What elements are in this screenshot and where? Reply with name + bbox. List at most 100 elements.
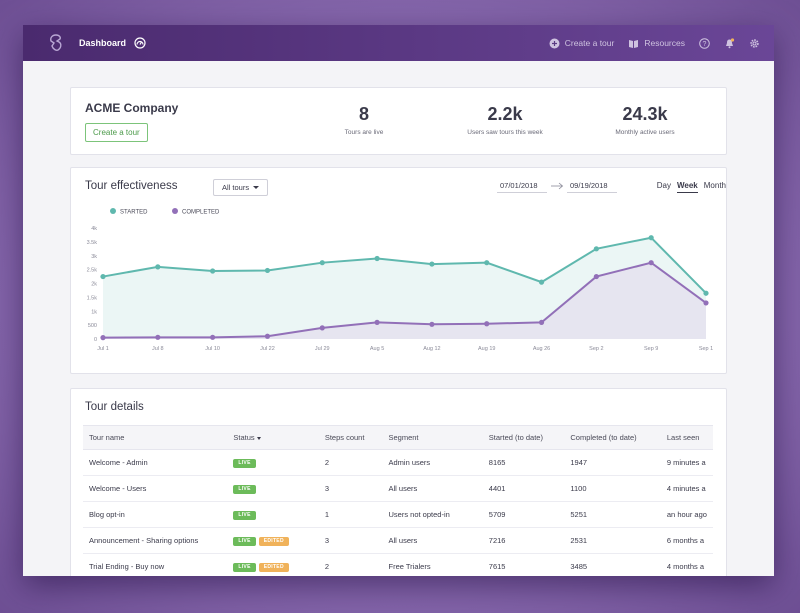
gear-icon[interactable] bbox=[749, 38, 760, 49]
resources-nav-button[interactable]: Resources bbox=[628, 38, 685, 49]
cell-steps: 3 bbox=[318, 475, 383, 502]
date-to-input[interactable]: 09/19/2018 bbox=[567, 179, 617, 193]
x-tick-label: Aug 19 bbox=[478, 346, 495, 352]
y-tick-label: 3.5k bbox=[87, 240, 98, 246]
cell-last-seen: 4 months a bbox=[660, 553, 713, 576]
cell-status: LIVE EDITED bbox=[227, 527, 319, 554]
cell-segment: Admin users bbox=[382, 449, 483, 476]
table-row[interactable]: Announcement - Sharing options LIVE EDITED… bbox=[83, 527, 713, 554]
logo-icon[interactable] bbox=[49, 34, 63, 52]
y-tick-label: 0 bbox=[94, 337, 97, 343]
data-point bbox=[319, 325, 325, 331]
x-tick-label: Jul 8 bbox=[152, 346, 164, 352]
x-tick-label: Jul 1 bbox=[97, 346, 109, 352]
arrow-right-icon bbox=[551, 182, 564, 190]
y-tick-label: 1.5k bbox=[87, 295, 98, 301]
bell-notification-icon[interactable] bbox=[724, 37, 735, 49]
data-point bbox=[100, 335, 106, 341]
book-icon bbox=[629, 39, 639, 48]
data-point bbox=[100, 273, 106, 280]
create-tour-nav-label: Create a tour bbox=[564, 38, 615, 48]
stat-live-tours: 8 Tours are live bbox=[299, 104, 429, 136]
cell-tour-name[interactable]: Announcement - Sharing options bbox=[83, 527, 228, 554]
company-name: ACME Company bbox=[85, 101, 179, 115]
cell-completed: 1100 bbox=[564, 475, 661, 502]
legend-marker bbox=[172, 208, 178, 214]
column-header-last-seen[interactable]: Last seen bbox=[660, 425, 713, 450]
column-header-status[interactable]: Status bbox=[227, 425, 319, 450]
plus-circle-icon bbox=[549, 38, 560, 48]
series-area-completed bbox=[103, 262, 706, 339]
tab-day[interactable]: Day bbox=[656, 181, 671, 190]
data-point bbox=[484, 321, 490, 327]
legend-label: COMPLETED bbox=[182, 210, 220, 216]
cell-tour-name[interactable]: Trial Ending - Buy now bbox=[83, 553, 228, 576]
cell-started: 4401 bbox=[482, 475, 565, 502]
column-header-tour-name[interactable]: Tour name bbox=[83, 425, 228, 450]
cell-segment: All users bbox=[382, 475, 483, 502]
nav-dashboard[interactable]: Dashboard bbox=[79, 38, 127, 48]
section-title: Tour details bbox=[85, 401, 144, 413]
series-line-completed bbox=[102, 261, 707, 339]
column-header-started[interactable]: Started (to date) bbox=[482, 425, 565, 450]
stat-label: Tours are live bbox=[344, 129, 384, 136]
x-tick-label: Aug 12 bbox=[423, 346, 440, 352]
summary-card: ACME Company Create a tour 8 Tours are l… bbox=[70, 87, 727, 155]
data-point bbox=[155, 264, 161, 270]
cell-status: LIVE EDITED bbox=[227, 553, 319, 576]
y-tick-label: 4k bbox=[91, 226, 97, 232]
data-point bbox=[593, 273, 599, 280]
cell-started: 7216 bbox=[482, 527, 565, 554]
cell-tour-name[interactable]: Welcome - Admin bbox=[83, 449, 228, 476]
tour-effectiveness-chart: STARTED COMPLETED 0 500 1k 1.5k 2k 2.5k 3k 3.5k 4k… bbox=[87, 208, 713, 352]
table-row[interactable]: Trial Ending - Buy now LIVE EDITED 2 Free Tr… bbox=[83, 553, 713, 576]
cell-completed: 5251 bbox=[564, 501, 661, 528]
data-point bbox=[264, 267, 271, 274]
main-content: ACME Company Create a tour 8 Tours are l… bbox=[70, 87, 727, 576]
table-row[interactable]: Blog opt-in LIVE 1 Users not opted-in 5709 52… bbox=[83, 501, 713, 528]
live-badge: LIVE bbox=[233, 458, 256, 468]
tours-filter-label: All tours bbox=[222, 183, 250, 192]
x-tick-label: Sep 1 bbox=[699, 346, 713, 352]
cell-started: 8165 bbox=[482, 449, 565, 476]
column-header-completed[interactable]: Completed (to date) bbox=[564, 425, 661, 450]
data-point bbox=[210, 268, 216, 274]
cell-completed: 3485 bbox=[564, 553, 661, 576]
stat-users-saw: 2.2k Users saw tours this week bbox=[440, 104, 570, 136]
table-row[interactable]: Welcome - Users LIVE 3 All users 4401 1100 4 m… bbox=[83, 475, 713, 502]
create-tour-nav-button[interactable]: Create a tour bbox=[549, 38, 615, 49]
live-badge: LIVE bbox=[233, 510, 256, 520]
date-from-input[interactable]: 07/01/2018 bbox=[497, 179, 547, 193]
data-point bbox=[593, 246, 599, 252]
data-point bbox=[155, 334, 161, 340]
tab-week[interactable]: Week bbox=[677, 181, 698, 193]
x-tick-label: Jul 10 bbox=[205, 346, 220, 352]
tours-filter-dropdown[interactable]: All tours bbox=[213, 179, 269, 196]
stat-monthly-active: 24.3k Monthly active users bbox=[580, 104, 710, 136]
data-point bbox=[374, 319, 380, 325]
live-badge: LIVE bbox=[233, 562, 256, 572]
live-badge: LIVE bbox=[233, 536, 256, 546]
stat-value: 2.2k bbox=[487, 104, 523, 124]
legend-label: STARTED bbox=[120, 210, 148, 216]
x-tick-label: Sep 2 bbox=[589, 346, 603, 352]
stat-value: 8 bbox=[358, 104, 369, 124]
data-point bbox=[538, 319, 545, 325]
cell-last-seen: 9 minutes a bbox=[660, 449, 713, 476]
top-navigation-bar: Dashboard Create a tour Resources bbox=[23, 25, 774, 61]
cell-tour-name[interactable]: Welcome - Users bbox=[83, 475, 228, 502]
sort-desc-icon bbox=[256, 436, 261, 440]
table-row[interactable]: Welcome - Admin LIVE 2 Admin users 8165 1947 9… bbox=[83, 449, 713, 476]
create-tour-button[interactable]: Create a tour bbox=[85, 123, 148, 142]
cell-completed: 1947 bbox=[564, 449, 661, 476]
dashboard-gauge-icon bbox=[134, 37, 146, 49]
cell-tour-name[interactable]: Blog opt-in bbox=[83, 501, 228, 528]
column-header-segment[interactable]: Segment bbox=[382, 425, 483, 450]
stat-label: Monthly active users bbox=[615, 129, 675, 136]
cell-segment: Users not opted-in bbox=[382, 501, 483, 528]
cell-segment: All users bbox=[382, 527, 483, 554]
help-icon[interactable]: ? bbox=[699, 37, 710, 49]
tour-details-card: Tour details Tour name Status Steps coun… bbox=[70, 388, 727, 576]
column-header-steps[interactable]: Steps count bbox=[318, 425, 383, 450]
tab-month[interactable]: Month bbox=[703, 181, 726, 190]
